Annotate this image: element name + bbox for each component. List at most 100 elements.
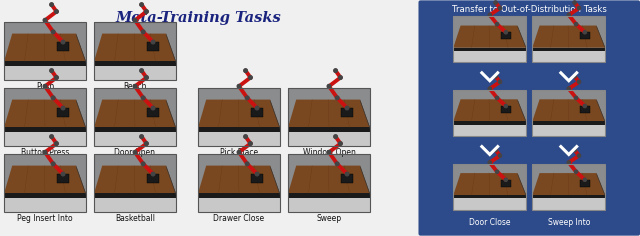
Polygon shape — [360, 100, 370, 130]
Circle shape — [61, 106, 65, 110]
FancyBboxPatch shape — [500, 106, 511, 113]
Polygon shape — [532, 121, 605, 125]
Circle shape — [43, 151, 47, 154]
Circle shape — [245, 162, 249, 166]
Circle shape — [133, 151, 137, 154]
Circle shape — [133, 18, 137, 22]
Polygon shape — [532, 123, 605, 136]
Polygon shape — [4, 88, 86, 146]
Circle shape — [339, 76, 342, 79]
Circle shape — [575, 23, 578, 26]
Circle shape — [141, 96, 145, 100]
Polygon shape — [4, 166, 86, 194]
Polygon shape — [453, 25, 526, 48]
Polygon shape — [453, 164, 526, 210]
Polygon shape — [453, 48, 526, 51]
Circle shape — [567, 13, 570, 17]
Polygon shape — [198, 127, 280, 131]
Polygon shape — [453, 90, 526, 136]
Circle shape — [499, 154, 502, 157]
Circle shape — [145, 10, 148, 13]
Polygon shape — [94, 166, 176, 194]
Polygon shape — [288, 196, 370, 212]
Polygon shape — [94, 194, 176, 198]
Text: Button Press: Button Press — [21, 148, 69, 157]
Circle shape — [51, 96, 55, 100]
Circle shape — [577, 6, 580, 10]
FancyBboxPatch shape — [252, 174, 263, 183]
Polygon shape — [94, 100, 176, 127]
Circle shape — [145, 142, 148, 145]
Circle shape — [237, 84, 241, 88]
Text: Peg Insert Into: Peg Insert Into — [17, 214, 73, 223]
Polygon shape — [288, 88, 370, 146]
Circle shape — [141, 162, 145, 166]
FancyBboxPatch shape — [580, 180, 590, 187]
FancyBboxPatch shape — [580, 106, 590, 113]
Circle shape — [345, 172, 349, 176]
Polygon shape — [4, 194, 86, 198]
Circle shape — [333, 69, 337, 72]
Circle shape — [43, 84, 47, 88]
Circle shape — [495, 23, 499, 26]
Circle shape — [575, 96, 578, 100]
Polygon shape — [288, 194, 370, 198]
Polygon shape — [270, 166, 280, 195]
Polygon shape — [76, 34, 86, 63]
Polygon shape — [596, 99, 605, 123]
FancyBboxPatch shape — [500, 32, 511, 39]
Circle shape — [504, 31, 508, 34]
Polygon shape — [76, 100, 86, 130]
Polygon shape — [532, 195, 605, 198]
Circle shape — [499, 6, 502, 10]
FancyBboxPatch shape — [147, 108, 159, 117]
Circle shape — [494, 1, 497, 4]
Circle shape — [488, 13, 492, 17]
Text: Door Close: Door Close — [469, 218, 511, 227]
Polygon shape — [198, 166, 280, 194]
FancyBboxPatch shape — [341, 174, 353, 183]
Circle shape — [577, 80, 580, 84]
Circle shape — [583, 31, 586, 34]
Polygon shape — [94, 130, 176, 146]
Polygon shape — [166, 100, 176, 130]
Polygon shape — [532, 50, 605, 62]
Circle shape — [54, 76, 58, 79]
Polygon shape — [453, 197, 526, 210]
Polygon shape — [4, 130, 86, 146]
Circle shape — [61, 172, 65, 176]
Polygon shape — [94, 127, 176, 131]
Polygon shape — [532, 48, 605, 51]
Text: Drawer Close: Drawer Close — [213, 214, 264, 223]
Polygon shape — [518, 99, 526, 123]
Polygon shape — [4, 64, 86, 80]
Polygon shape — [596, 25, 605, 49]
Text: Pick Place: Pick Place — [220, 148, 258, 157]
Circle shape — [345, 106, 349, 110]
Polygon shape — [270, 100, 280, 130]
Text: Reach: Reach — [124, 82, 147, 91]
Polygon shape — [76, 166, 86, 195]
Polygon shape — [532, 173, 605, 195]
Polygon shape — [453, 123, 526, 136]
Polygon shape — [596, 173, 605, 197]
Circle shape — [140, 135, 143, 138]
Polygon shape — [4, 61, 86, 66]
Circle shape — [151, 172, 155, 176]
Polygon shape — [518, 25, 526, 49]
Circle shape — [583, 178, 586, 181]
Polygon shape — [288, 130, 370, 146]
Polygon shape — [360, 166, 370, 195]
Polygon shape — [518, 173, 526, 197]
Circle shape — [245, 96, 249, 100]
Polygon shape — [532, 25, 605, 48]
Polygon shape — [4, 100, 86, 127]
FancyBboxPatch shape — [252, 108, 263, 117]
Text: Push: Push — [36, 82, 54, 91]
Circle shape — [499, 80, 502, 84]
Polygon shape — [288, 100, 370, 127]
Circle shape — [573, 75, 576, 78]
Polygon shape — [532, 90, 605, 136]
Text: Window Open: Window Open — [303, 148, 355, 157]
Circle shape — [494, 148, 497, 152]
